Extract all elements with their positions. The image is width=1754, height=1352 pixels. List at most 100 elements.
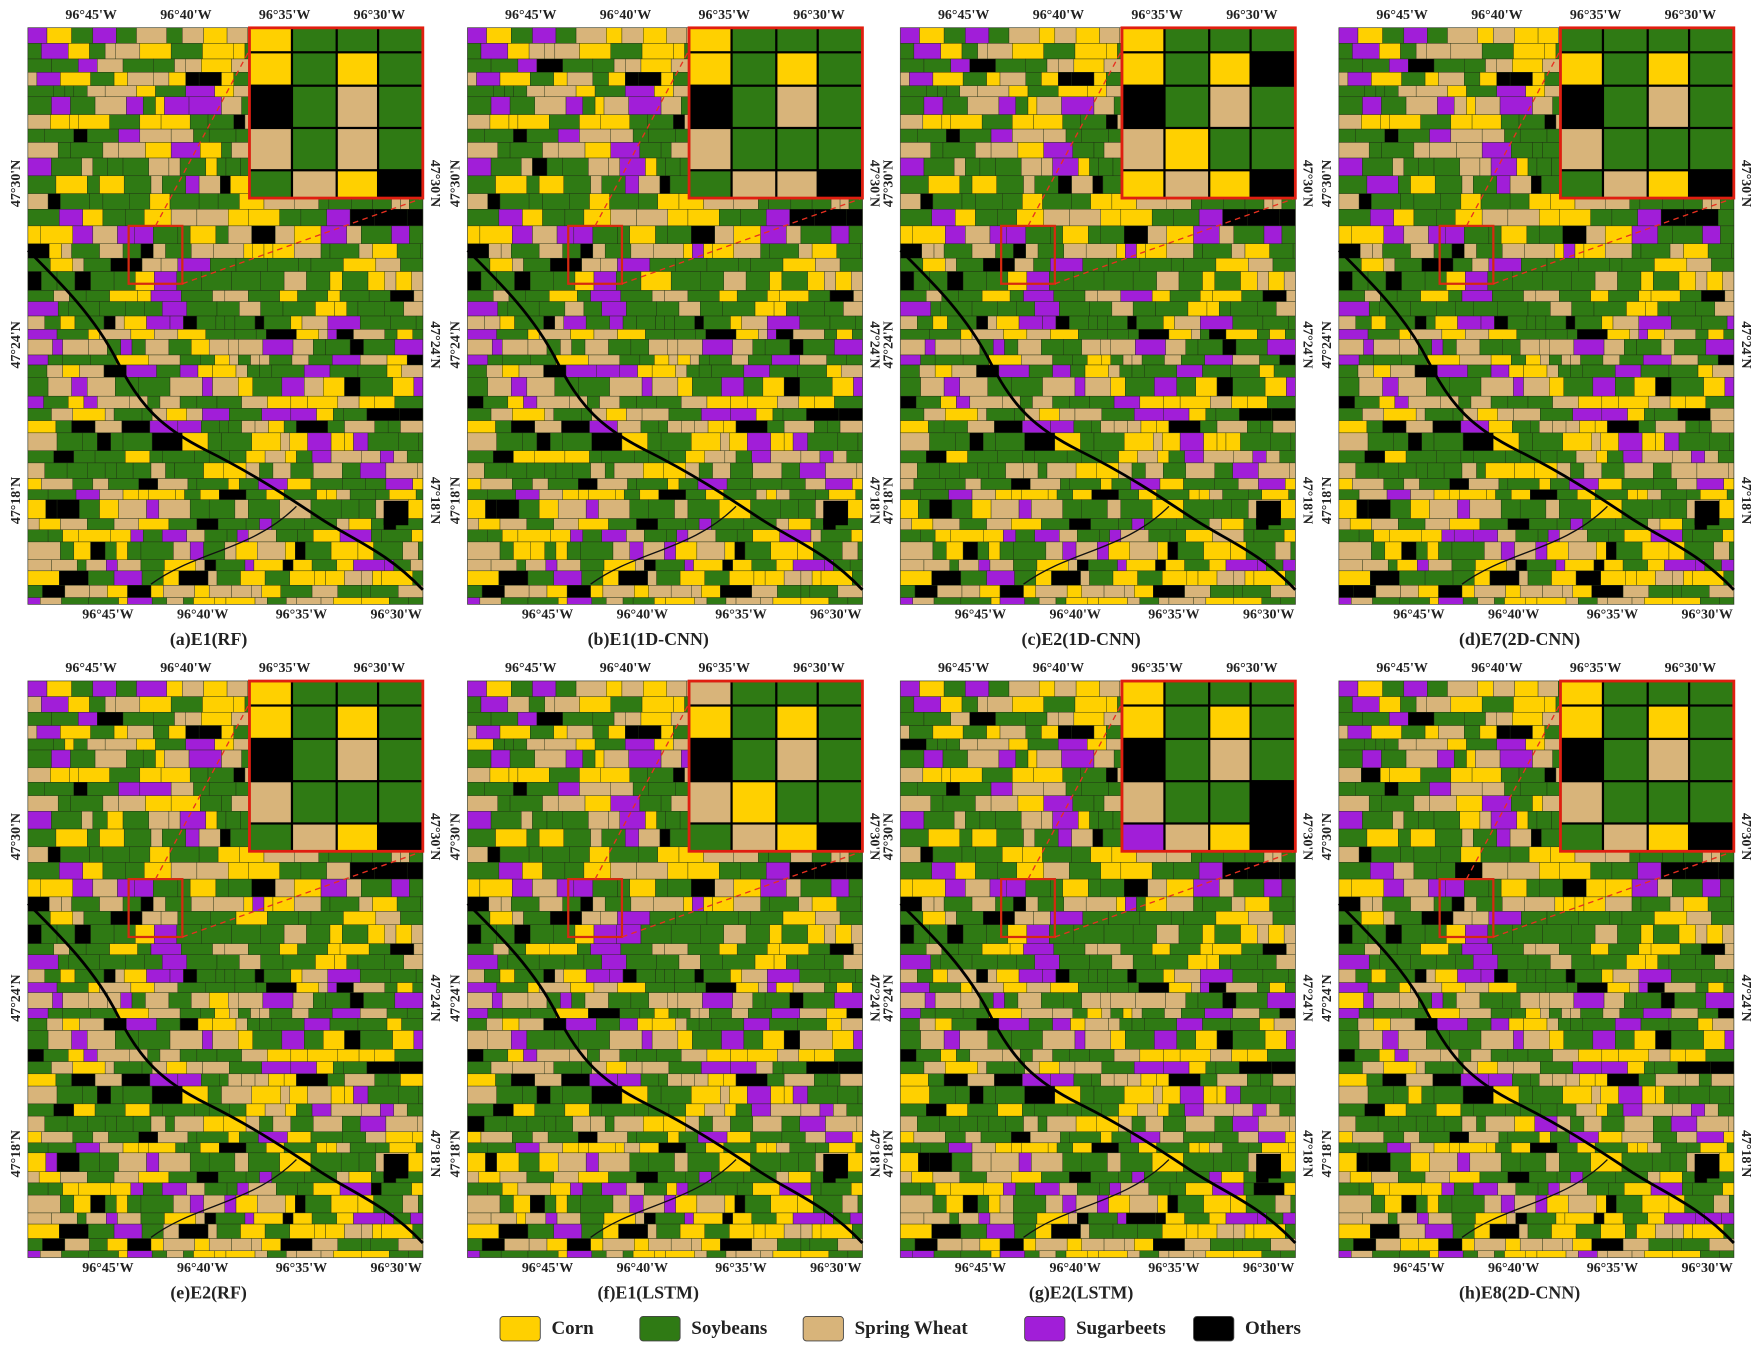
field [394, 992, 424, 1009]
field [667, 862, 689, 880]
field [1498, 478, 1509, 490]
field [502, 339, 529, 356]
field [513, 782, 528, 796]
field [1562, 432, 1592, 451]
field [1461, 175, 1474, 194]
field [115, 969, 125, 983]
field [1670, 354, 1699, 366]
field [555, 27, 577, 44]
field [687, 943, 720, 955]
field [185, 711, 202, 726]
field [202, 1061, 230, 1075]
field [1607, 329, 1630, 340]
inset-field [293, 740, 336, 781]
inset-field [777, 53, 817, 85]
field [53, 85, 66, 98]
field [204, 1212, 217, 1225]
field [593, 982, 618, 993]
field [1615, 364, 1642, 378]
field [1338, 570, 1371, 586]
field [51, 96, 71, 115]
field [1512, 58, 1543, 73]
field [375, 1142, 390, 1154]
field [169, 377, 203, 397]
field [532, 1131, 549, 1144]
field [290, 969, 303, 983]
field [361, 585, 371, 598]
field [685, 450, 705, 464]
field [27, 27, 48, 44]
field [1393, 432, 1409, 451]
field [480, 478, 513, 490]
field [602, 570, 619, 586]
inset-field [250, 824, 291, 851]
field [1657, 225, 1673, 244]
field [56, 982, 89, 993]
field [955, 209, 976, 227]
field [1496, 175, 1511, 194]
field [1685, 395, 1707, 409]
field [487, 529, 503, 543]
field [1638, 329, 1648, 340]
field [467, 1182, 488, 1196]
field [1170, 257, 1184, 272]
field [73, 782, 88, 796]
field [619, 1018, 638, 1031]
field [418, 541, 424, 560]
field [245, 1142, 267, 1154]
field [40, 878, 73, 898]
field [814, 209, 847, 227]
field [799, 969, 831, 983]
field [1438, 72, 1465, 86]
field [318, 982, 328, 993]
field [754, 954, 775, 970]
field [374, 1073, 389, 1087]
field [1136, 315, 1164, 330]
field [789, 489, 816, 500]
field [163, 1238, 195, 1251]
field [132, 462, 152, 479]
field [1153, 585, 1185, 598]
field [846, 209, 863, 227]
field [1366, 175, 1399, 194]
field [760, 243, 770, 259]
field [1347, 72, 1372, 86]
field [201, 271, 232, 291]
field [467, 795, 498, 812]
field [87, 782, 119, 796]
inset-field [1604, 129, 1647, 170]
field [1243, 518, 1257, 530]
field [1111, 478, 1132, 490]
field [196, 518, 219, 530]
field [802, 992, 835, 1009]
field [999, 597, 1025, 605]
y-label-right: 47°30'N [1299, 160, 1314, 207]
field [562, 243, 581, 259]
field [1052, 354, 1073, 366]
panel-caption: (a)E1(RF) [170, 629, 248, 650]
field [629, 225, 656, 244]
field [1338, 432, 1369, 451]
field [937, 585, 963, 598]
field [374, 862, 408, 880]
field [550, 529, 571, 543]
field [1138, 329, 1170, 340]
field [640, 924, 672, 944]
field [666, 1182, 677, 1196]
field [656, 395, 682, 409]
field [72, 1131, 94, 1144]
field [1037, 462, 1048, 479]
field [644, 559, 656, 572]
field [1389, 114, 1421, 130]
field [1609, 257, 1623, 272]
inset-field [1561, 28, 1602, 52]
field [146, 315, 171, 330]
field [571, 992, 586, 1009]
field [207, 432, 222, 451]
field [1473, 301, 1499, 317]
field [92, 478, 109, 490]
field [610, 696, 643, 713]
field [521, 811, 533, 830]
field [261, 1238, 281, 1251]
field [668, 1061, 702, 1075]
